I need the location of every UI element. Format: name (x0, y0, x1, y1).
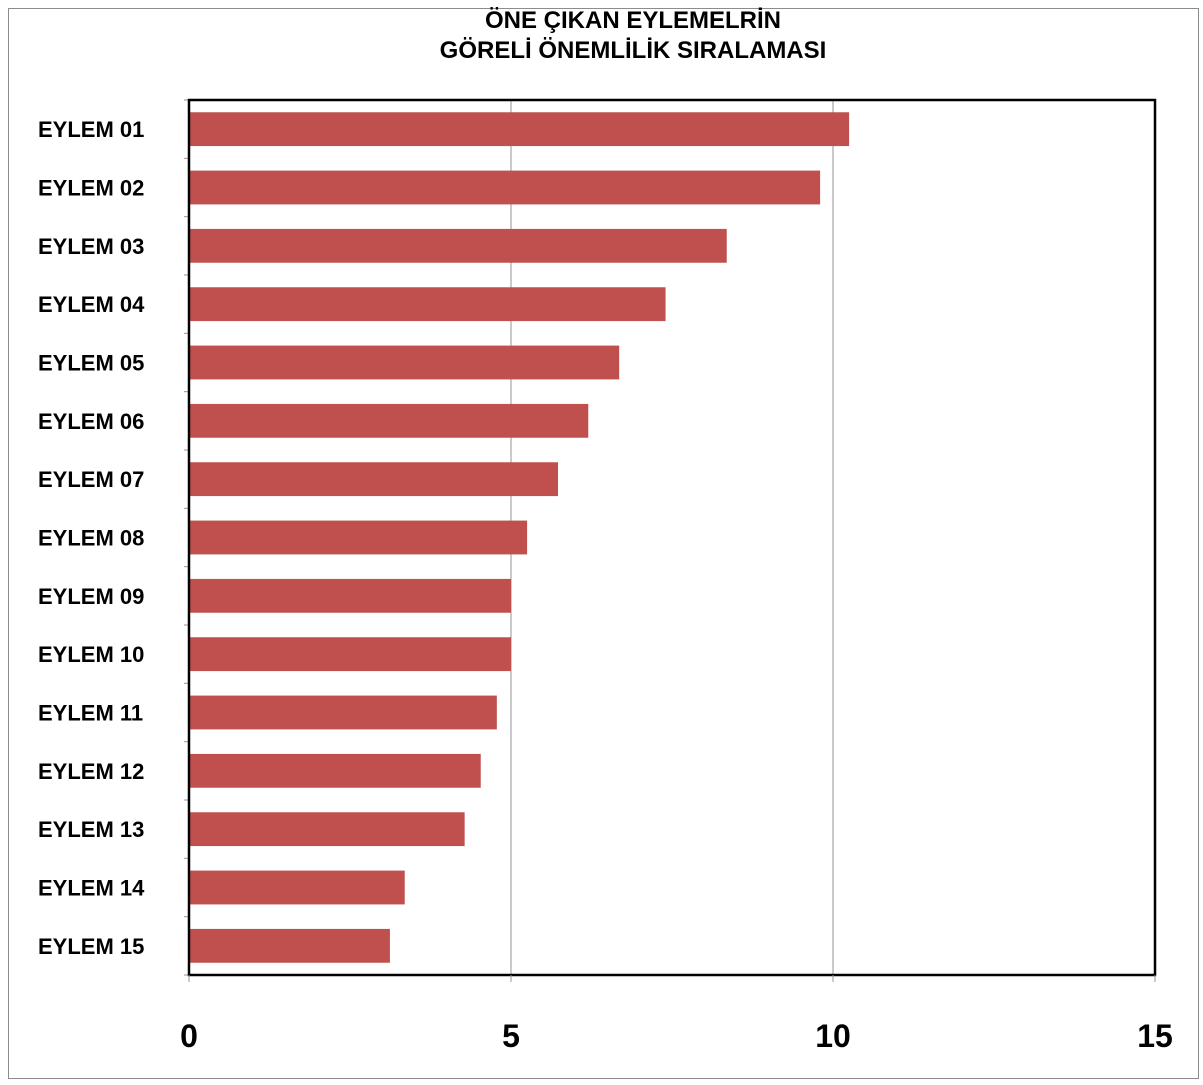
bar (189, 812, 465, 847)
category-label: EYLEM 13 (38, 817, 144, 842)
chart-title-line-2: GÖRELİ ÖNEMLİLİK SIRALAMASI (439, 37, 827, 64)
bar (189, 462, 559, 497)
category-label: EYLEM 07 (38, 467, 144, 492)
category-label: EYLEM 12 (38, 759, 144, 784)
category-label: EYLEM 06 (38, 409, 144, 434)
bar (189, 928, 390, 963)
bar (189, 287, 666, 322)
x-tick-label: 0 (180, 1018, 198, 1054)
bar (189, 695, 497, 730)
bar (189, 403, 589, 438)
category-label: EYLEM 01 (38, 117, 144, 142)
category-label: EYLEM 04 (38, 292, 145, 317)
bar (189, 870, 405, 905)
bar (189, 112, 850, 147)
category-label: EYLEM 08 (38, 526, 144, 551)
category-label: EYLEM 02 (38, 176, 144, 201)
bar (189, 637, 511, 672)
bar (189, 753, 481, 788)
category-label: EYLEM 05 (38, 351, 144, 376)
category-label: EYLEM 14 (38, 876, 145, 901)
category-label: EYLEM 03 (38, 234, 144, 259)
category-label: EYLEM 09 (38, 584, 144, 609)
bar (189, 578, 511, 613)
category-label: EYLEM 15 (38, 934, 144, 959)
x-tick-label: 5 (502, 1018, 520, 1054)
category-label: EYLEM 10 (38, 642, 144, 667)
bar (189, 520, 528, 555)
x-tick-label: 15 (1137, 1018, 1173, 1054)
chart-title-line-1: ÖNE ÇIKAN EYLEMELRİN (484, 7, 781, 34)
category-label: EYLEM 11 (38, 701, 143, 726)
x-tick-label: 10 (815, 1018, 851, 1054)
bar (189, 228, 727, 263)
chart-title: ÖNE ÇIKAN EYLEMELRİN GÖRELİ ÖNEMLİLİK SI… (0, 6, 1203, 66)
plot-area-border (187, 98, 1157, 977)
bar (189, 170, 821, 205)
bar (189, 345, 620, 380)
